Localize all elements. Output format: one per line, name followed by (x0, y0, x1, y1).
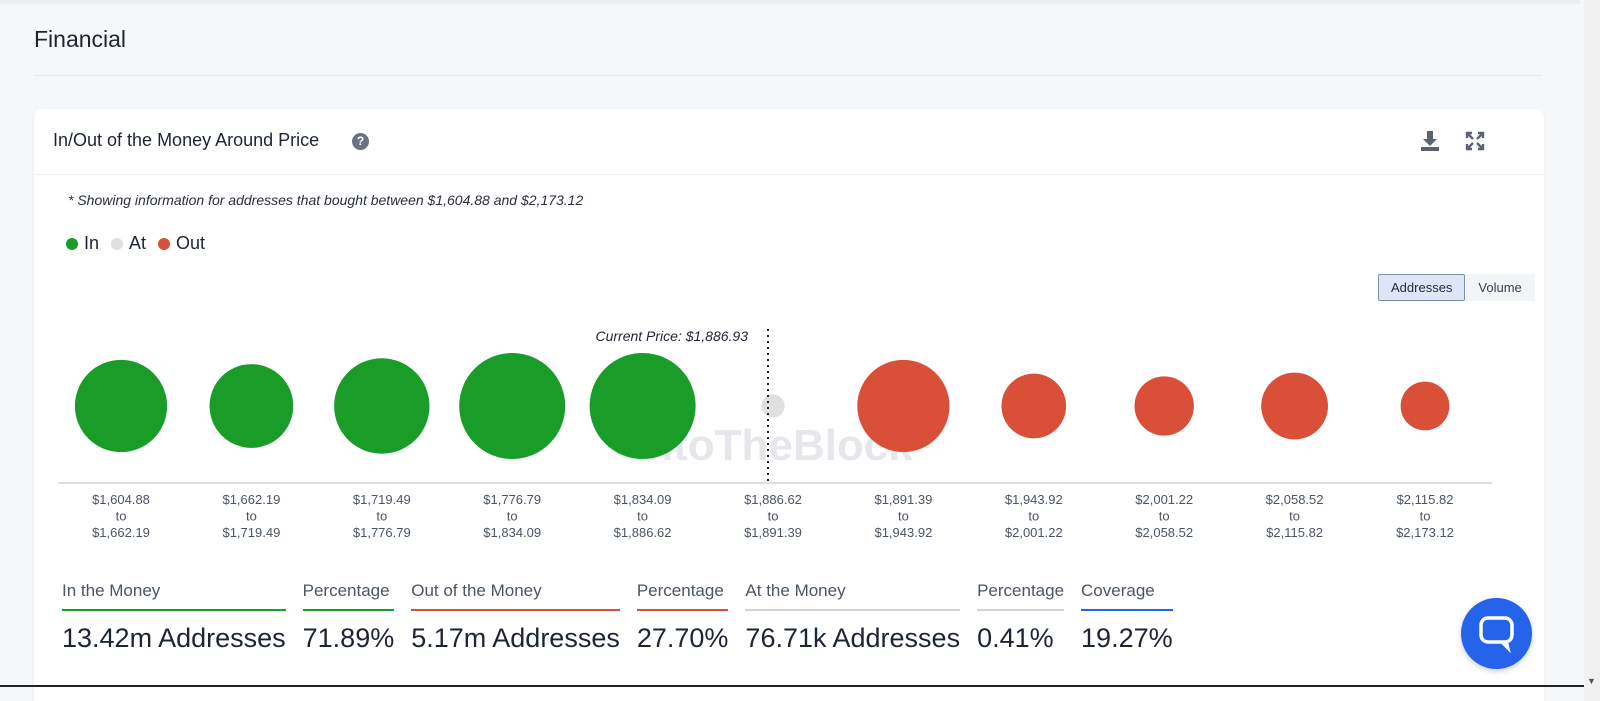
stat-label: Out of the Money (411, 581, 620, 611)
current-price-label: Current Price: $1,886.93 (595, 328, 748, 344)
stat-label: Percentage (302, 581, 395, 611)
x-tick-label: $2,173.12 (1396, 525, 1454, 540)
legend-dot-out (158, 237, 171, 250)
legend-item-in[interactable]: In (66, 233, 99, 254)
x-tick-label: $1,891.39 (744, 525, 802, 540)
bubble-out[interactable] (1001, 373, 1067, 439)
stat-label: Coverage (1081, 581, 1173, 611)
x-tick-label: to (768, 509, 779, 524)
x-tick-label: $1,662.19 (222, 492, 280, 507)
x-tick-label: $1,604.88 (92, 492, 150, 507)
bubble-out[interactable] (1134, 376, 1194, 436)
addresses-toggle-button[interactable]: Addresses (1378, 274, 1466, 301)
stat-value: 76.71k Addresses (745, 623, 961, 653)
x-tick-label: $2,001.22 (1005, 525, 1063, 540)
bubble-at[interactable] (761, 394, 785, 418)
top-divider (0, 0, 1580, 4)
metric-toggle: Addresses Volume (1378, 274, 1535, 301)
stat-value: 19.27% (1081, 623, 1173, 653)
x-tick-label: to (246, 509, 257, 524)
stats-row: In the Money 13.42m Addresses Percentage… (62, 581, 1190, 654)
section-divider (34, 75, 1542, 76)
scroll-down-arrow[interactable]: ▼ (1587, 676, 1596, 686)
stat-label: In the Money (62, 581, 286, 611)
expand-icon[interactable] (1463, 129, 1487, 153)
stat-label: At the Money (745, 581, 961, 611)
x-tick-label: $1,776.79 (353, 525, 411, 540)
bubble-in[interactable] (334, 358, 430, 454)
bubble-in[interactable] (459, 353, 566, 459)
x-tick-label: $1,886.62 (744, 492, 802, 507)
x-tick-label: to (376, 509, 387, 524)
bottom-border (0, 685, 1584, 687)
stat-label: Percentage (977, 581, 1065, 611)
legend-label-out: Out (176, 233, 206, 253)
x-tick-label: $2,058.52 (1266, 492, 1324, 507)
range-note: * Showing information for addresses that… (68, 192, 584, 208)
bubble-in[interactable] (74, 359, 168, 453)
stat-value: 0.41% (977, 623, 1054, 653)
bubble-out[interactable] (857, 359, 950, 453)
stat-out-of-the-money: Out of the Money 5.17m Addresses (411, 581, 620, 654)
legend-dot-in (66, 237, 78, 250)
legend-label-at: At (129, 233, 147, 253)
x-tick-label: $1,719.49 (353, 492, 411, 507)
x-tick-label: $2,115.82 (1266, 525, 1323, 540)
bubble-out[interactable] (1261, 372, 1328, 440)
x-tick-label: to (507, 509, 518, 524)
stat-value: 13.42m Addresses (62, 623, 286, 653)
bubble-chart: IntoTheBlock $1,604.88to$1,662.19$1,662.… (58, 328, 1492, 540)
legend-item-out[interactable]: Out (158, 233, 205, 254)
x-tick-label: to (898, 509, 909, 524)
legend-dot-at (111, 237, 124, 250)
x-tick-label: $1,891.39 (874, 492, 932, 507)
stat-at-percentage: Percentage 0.41% (977, 581, 1065, 654)
section-title: Financial (34, 26, 127, 52)
x-tick-label: $2,115.82 (1397, 492, 1454, 507)
stat-value: 27.70% (636, 623, 729, 653)
stat-at-the-money: At the Money 76.71k Addresses (745, 581, 961, 654)
x-tick-label: to (1289, 509, 1300, 524)
x-axis-ticks: $1,604.88to$1,662.19$1,662.19to$1,719.49… (92, 492, 1454, 540)
x-tick-label: to (637, 509, 648, 524)
help-icon[interactable]: ? (352, 133, 369, 150)
stat-value: 71.89% (302, 623, 395, 653)
chart-legend: In At Out (66, 233, 217, 254)
legend-item-at[interactable]: At (111, 233, 146, 254)
x-tick-label: $1,834.09 (614, 492, 672, 507)
stat-out-percentage: Percentage 27.70% (636, 581, 729, 654)
in-out-money-card: In/Out of the Money Around Price ? * Sho… (34, 109, 1544, 701)
stat-in-percentage: Percentage 71.89% (302, 581, 395, 654)
stat-coverage: Coverage 19.27% (1081, 581, 1173, 654)
x-tick-label: $1,776.79 (483, 492, 541, 507)
chat-bubble-icon[interactable] (1461, 598, 1532, 669)
x-tick-label: $2,001.22 (1135, 492, 1193, 507)
x-tick-label: to (1028, 509, 1039, 524)
bubble-out[interactable] (1400, 381, 1450, 431)
x-tick-label: $1,834.09 (483, 525, 541, 540)
bubble-in[interactable] (589, 353, 696, 459)
card-title: In/Out of the Money Around Price (53, 130, 320, 150)
download-icon[interactable] (1418, 129, 1442, 153)
volume-toggle-button[interactable]: Volume (1465, 274, 1535, 301)
legend-label-in: In (84, 233, 100, 253)
x-tick-label: $1,943.92 (1005, 492, 1063, 507)
stat-in-the-money: In the Money 13.42m Addresses (62, 581, 286, 654)
x-tick-label: $1,662.19 (92, 525, 150, 540)
bubble-in[interactable] (209, 364, 294, 448)
x-tick-label: $1,943.92 (874, 525, 932, 540)
x-tick-label: $1,886.62 (614, 525, 672, 540)
page-scrollbar[interactable] (1584, 0, 1600, 701)
card-header: In/Out of the Money Around Price ? (34, 109, 1544, 175)
stat-label: Percentage (636, 581, 729, 611)
bubble-series (74, 353, 1450, 459)
stat-value: 5.17m Addresses (411, 623, 620, 653)
x-tick-label: $1,719.49 (222, 525, 280, 540)
x-tick-label: to (1159, 509, 1170, 524)
x-tick-label: to (1420, 509, 1431, 524)
x-tick-label: $2,058.52 (1135, 525, 1193, 540)
x-tick-label: to (116, 509, 127, 524)
